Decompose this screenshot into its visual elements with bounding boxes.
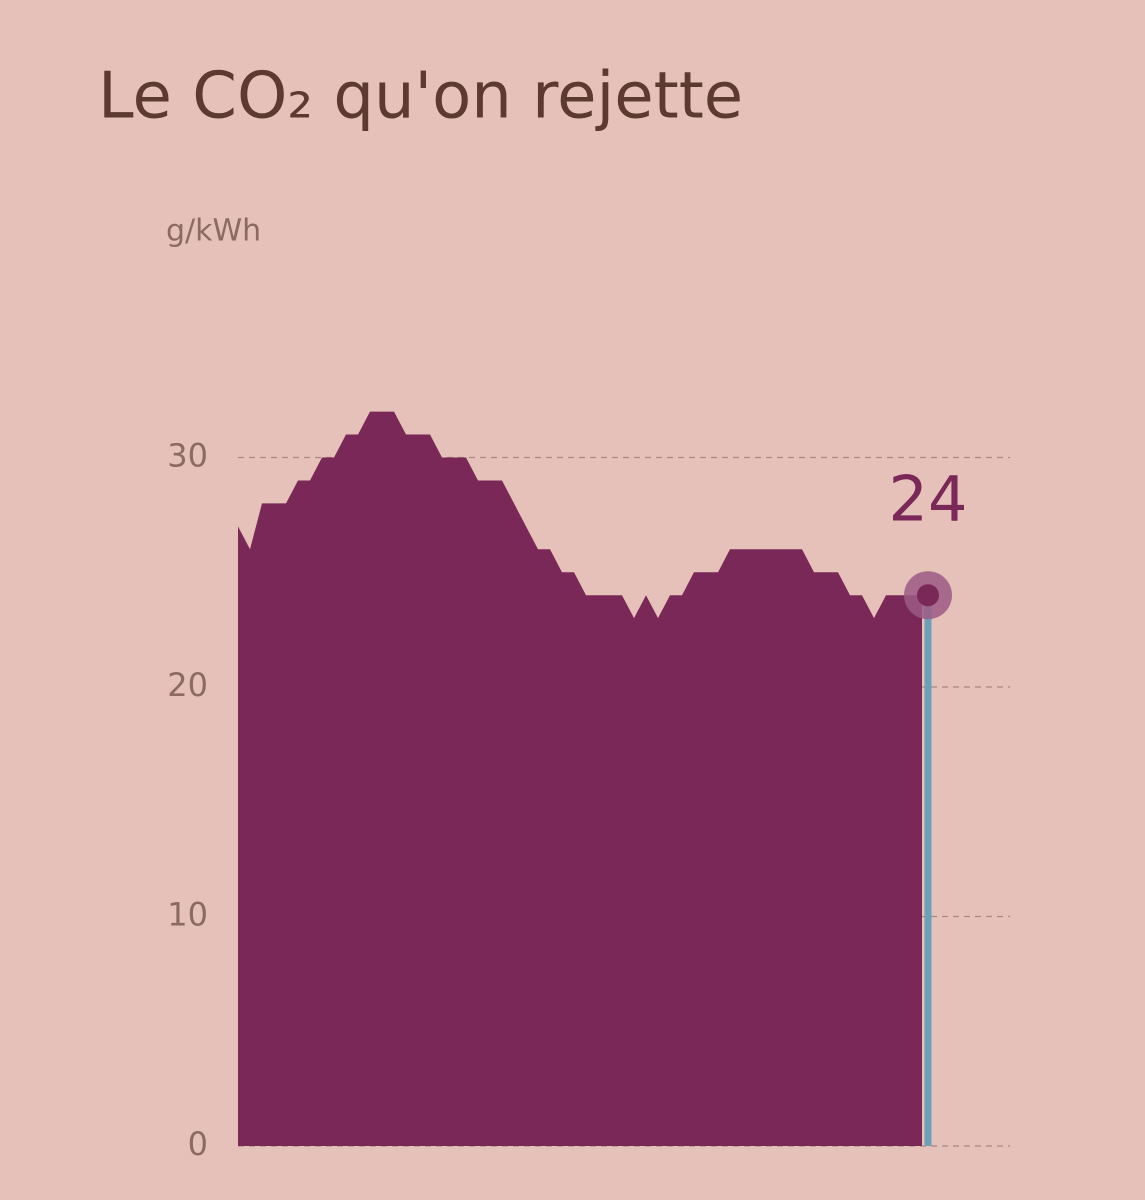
y-axis-label: g/kWh xyxy=(166,214,261,249)
y-tick-label: 30 xyxy=(167,437,208,475)
current-value-label: 24 xyxy=(889,462,968,535)
chart-title: Le CO₂ qu'on rejette xyxy=(98,60,743,134)
current-point xyxy=(917,584,939,607)
y-tick-label: 0 xyxy=(188,1125,208,1163)
y-tick-label: 10 xyxy=(167,896,208,934)
area xyxy=(238,411,922,1147)
y-tick-label: 20 xyxy=(167,666,208,704)
